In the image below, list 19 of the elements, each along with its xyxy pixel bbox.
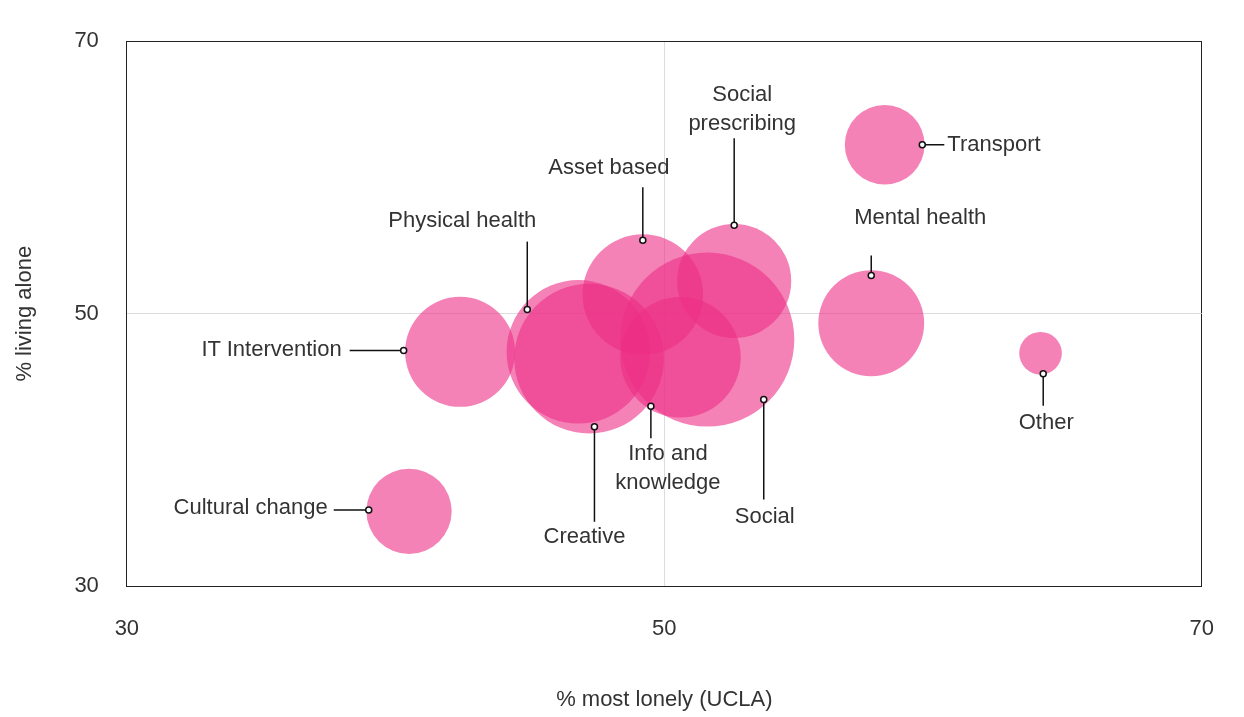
annotation: Transport bbox=[947, 130, 1041, 156]
annotation: Social prescribing bbox=[688, 81, 796, 136]
y-tick-label: 70 bbox=[74, 27, 99, 53]
annotation: Info and knowledge bbox=[615, 440, 721, 495]
x-tick-label: 50 bbox=[652, 615, 677, 641]
y-tick-label: 50 bbox=[74, 299, 99, 325]
x-tick-label: 70 bbox=[1189, 615, 1215, 641]
annotation: Asset based bbox=[548, 154, 670, 180]
annotation: Creative bbox=[543, 522, 626, 548]
x-axis-title: % most lonely (UCLA) bbox=[556, 685, 773, 711]
annotation: Physical health bbox=[388, 206, 537, 232]
annotation: Other bbox=[1018, 408, 1074, 434]
y-axis-title: % living alone bbox=[11, 245, 37, 382]
annotation: Cultural change bbox=[173, 493, 328, 519]
annotation: Mental health bbox=[854, 203, 987, 229]
annotation: Social bbox=[734, 502, 795, 528]
y-tick-label: 30 bbox=[74, 572, 99, 598]
annotation: IT Intervention bbox=[201, 335, 342, 361]
x-tick-label: 30 bbox=[114, 615, 140, 641]
